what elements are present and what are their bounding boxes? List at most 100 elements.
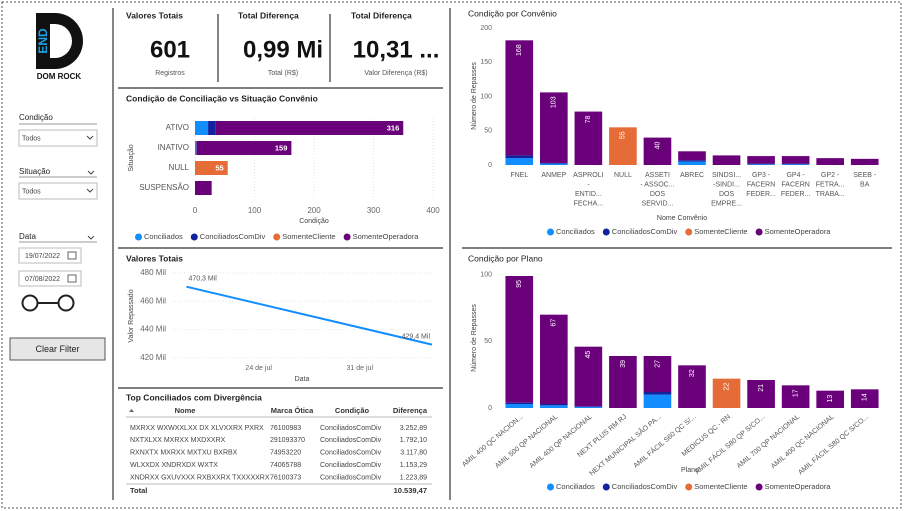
data-label: 78: [585, 115, 592, 123]
table-title: Top Conciliados com Divergência: [126, 392, 262, 402]
legend-marker: [135, 233, 142, 241]
data-label: 13: [827, 395, 834, 403]
card-value: 0,99 Mi: [243, 36, 323, 63]
date-input[interactable]: [18, 270, 82, 287]
bar-segment: [781, 164, 810, 165]
bar-segment: [195, 121, 209, 135]
date-input[interactable]: [18, 247, 82, 264]
legend-marker: [547, 228, 554, 236]
y-tick-label: 0: [488, 162, 492, 169]
data-label: 470,3 Mil: [188, 276, 217, 283]
chevron: [86, 135, 94, 140]
x-tick-label: FNEL: [510, 172, 528, 179]
clear-filter-button[interactable]: [9, 337, 106, 361]
bar-segment: [574, 406, 603, 408]
table-cell: 3.252,89: [400, 425, 427, 432]
x-axis-label: Condição: [299, 218, 329, 225]
data-label: 429,4 Mil: [402, 333, 431, 340]
legend-marker: [602, 483, 610, 491]
x-tick-label: 31 de jul: [347, 365, 374, 372]
data-label: 39: [620, 360, 627, 368]
table-cell: XNDRXX GXUVXXX RXBXXRX TXXXXXRX: [130, 474, 270, 481]
x-tick-label: ABREC: [680, 172, 704, 179]
card-title: Valores Totais: [126, 10, 183, 20]
y-tick-label: 100: [480, 93, 492, 100]
bar-segment: [195, 141, 197, 155]
bar-segment: [712, 378, 741, 408]
bar-segment: [574, 111, 603, 165]
data-label: 40: [654, 142, 661, 150]
bar-segment: [609, 356, 637, 408]
chart-title: Condição de Conciliação vs Situação Conv…: [126, 93, 318, 103]
legend-label: SomenteOperadora: [765, 227, 832, 236]
y-tick-label: 0: [488, 405, 492, 412]
card-caption: Total (R$): [268, 70, 298, 77]
slider-handle[interactable]: [21, 294, 39, 312]
dropdown-value: Todos: [22, 135, 41, 142]
data-label: 95: [516, 280, 523, 288]
x-tick-label: GP3 -FACERN FEDER...: [746, 172, 776, 198]
bar-segment: [747, 156, 775, 164]
table-cell: 1.223,89: [400, 474, 427, 481]
table-cell: 291093370: [270, 437, 305, 444]
total-value: 10.539,47: [394, 486, 427, 495]
slider-handle[interactable]: [57, 294, 75, 312]
card-caption: Registros: [155, 70, 185, 77]
data-label: 67: [551, 319, 558, 327]
table-cell: ConciliadosComDiv: [320, 437, 382, 444]
legend-marker: [755, 228, 763, 236]
chart-title: Condição por Convênio: [468, 8, 557, 18]
y-axis-label: Número de Repasses: [471, 304, 478, 372]
card-value: 10,31 ...: [353, 36, 440, 63]
legend-label: ConciliadosComDiv: [200, 232, 266, 241]
bar-segment: [195, 181, 212, 195]
bar-segment: [540, 162, 568, 164]
legend-marker: [685, 228, 693, 236]
bar-segment: [678, 151, 706, 161]
filter-label: Condição: [19, 113, 53, 122]
logo: END DOM ROCK: [36, 13, 83, 81]
data-label: 168: [516, 44, 523, 56]
x-tick-label: ASSETI - ASSOC... DOS SERVID...: [640, 172, 674, 208]
bar-segment: [643, 356, 672, 392]
bar-segment: [747, 163, 775, 165]
table-cell: 76100373: [270, 474, 301, 481]
bar-segment: [643, 394, 672, 408]
y-tick-label: 460 Mil: [140, 296, 166, 305]
legend-label: SomenteOperadora: [353, 232, 420, 241]
table-cell: ConciliadosComDiv: [320, 474, 382, 481]
bar-segment: [208, 121, 216, 135]
bar-segment: [816, 158, 844, 165]
line: [186, 285, 433, 346]
legend-label: SomenteOperadora: [765, 482, 832, 491]
sort-icon: [129, 409, 134, 412]
button-label: Clear Filter: [35, 344, 79, 354]
bar-segment: [540, 163, 568, 165]
column-header: Condição: [335, 406, 370, 415]
dropdown[interactable]: [18, 182, 98, 200]
bar-segment: [540, 314, 568, 404]
y-tick-label: 50: [484, 128, 492, 135]
column-header: Diferença: [393, 406, 428, 415]
y-tick-label: 200: [480, 25, 492, 32]
table-cell: 74065788: [270, 462, 301, 469]
data-label: 17: [792, 389, 799, 397]
legend-label: SomenteCliente: [694, 482, 747, 491]
calendar-icon: [67, 274, 77, 283]
logo-shape: [50, 24, 72, 58]
logo-text: DOM ROCK: [37, 72, 82, 81]
x-tick-label: 400: [426, 206, 440, 215]
legend-label: SomenteCliente: [282, 232, 335, 241]
bar-segment: [609, 127, 637, 165]
card-title: Total Diferença: [351, 10, 412, 20]
dropdown[interactable]: [18, 129, 98, 147]
data-label: 27: [654, 360, 661, 368]
table-cell: 74953220: [270, 450, 301, 457]
y-tick-label: ATIVO: [166, 123, 189, 132]
data-label: 32: [689, 369, 696, 377]
logo-mark: END: [36, 28, 50, 54]
data-label: 316: [387, 123, 400, 132]
data-label: 22: [723, 383, 730, 391]
x-axis-label: Nome Convênio: [657, 215, 707, 222]
